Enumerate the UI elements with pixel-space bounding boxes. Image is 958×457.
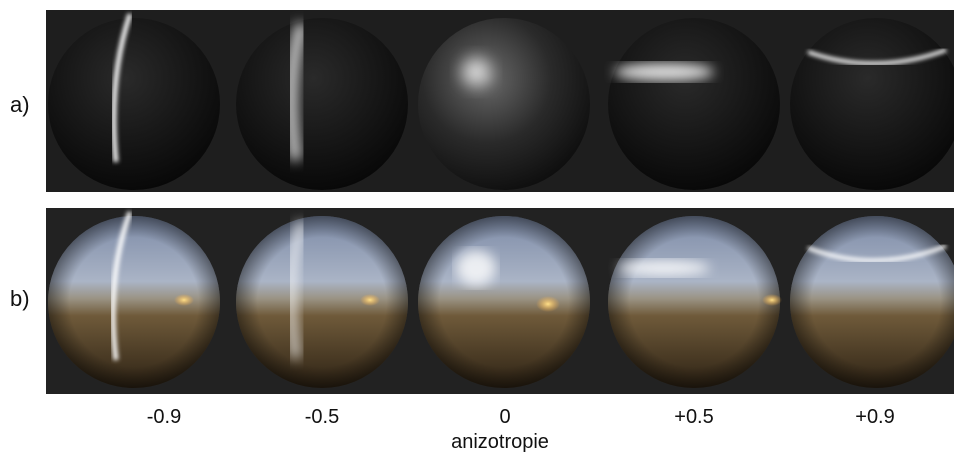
sphere-a-3 — [418, 18, 590, 190]
sphere-a-4 — [608, 18, 780, 190]
sphere-b-5 — [790, 216, 954, 388]
row-label-a: a) — [10, 92, 30, 117]
row-label-b: b) — [10, 286, 30, 311]
row-a-spheres-svg — [48, 13, 954, 190]
panel-row-b — [46, 208, 954, 394]
axis-title: anizotropie — [451, 431, 549, 453]
tick-label: -0.9 — [146, 406, 182, 428]
sphere-a-5 — [790, 18, 954, 190]
tick-label: 0 — [499, 406, 511, 428]
row-b-spheres-svg — [48, 211, 954, 388]
sphere-a-2 — [236, 18, 408, 190]
tick-label: +0.9 — [855, 406, 895, 428]
tick-label: +0.5 — [674, 406, 714, 428]
sphere-b-4 — [608, 216, 782, 388]
sphere-a-1 — [48, 13, 220, 190]
sphere-b-3 — [418, 216, 590, 388]
sphere-b-2 — [236, 216, 408, 388]
sphere-b-1 — [48, 211, 220, 388]
panel-row-a — [46, 10, 954, 192]
tick-label: -0.5 — [304, 406, 340, 428]
